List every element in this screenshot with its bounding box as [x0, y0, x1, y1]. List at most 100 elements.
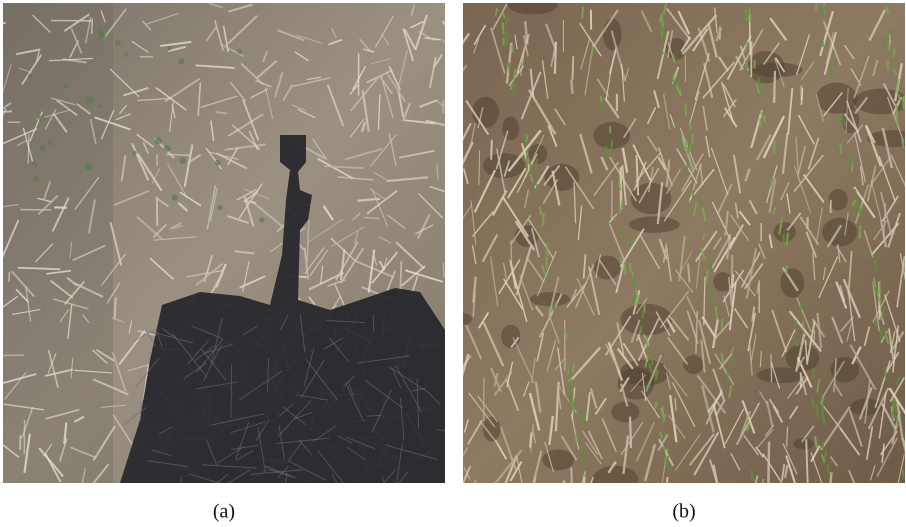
wheat-seedling: [571, 392, 572, 402]
wheat-seedling: [582, 7, 583, 19]
sprout: [98, 104, 102, 108]
sprout: [132, 151, 137, 156]
soil-clod: [592, 466, 638, 494]
straw: [774, 71, 775, 103]
wheat-seedling: [584, 460, 585, 469]
wheat-seedling: [686, 141, 687, 149]
page: (a) (b) (() => { const data = JSON.parse…: [0, 0, 906, 527]
wheat-seedling: [583, 450, 584, 461]
wheat-seedling: [652, 355, 653, 365]
sprout: [63, 83, 69, 89]
soil-clod: [822, 218, 857, 247]
wheat-seedling: [621, 258, 622, 264]
sprout: [179, 157, 186, 164]
wheat-seedling: [660, 21, 661, 31]
soil-clod: [774, 222, 796, 242]
wheat-seedling: [535, 159, 536, 171]
sprout: [172, 195, 178, 201]
wheat-seedling: [511, 83, 512, 89]
straw: [571, 80, 572, 94]
straw: [115, 297, 116, 319]
sprout: [217, 205, 222, 210]
wheat-seedling: [549, 274, 550, 280]
photo-a: [0, 3, 466, 521]
soil-clod: [501, 325, 520, 349]
straw: [0, 239, 3, 253]
straw: [768, 442, 769, 493]
straw: [771, 354, 772, 382]
soil-clod: [629, 216, 680, 232]
soil-clod: [530, 292, 570, 306]
sprout: [33, 176, 39, 182]
wheat-seedling: [509, 63, 510, 74]
wheat-seedling: [899, 94, 900, 102]
sprout: [164, 145, 171, 152]
caption: (a): [213, 501, 235, 523]
straw: [583, 477, 584, 498]
wheat-seedling: [903, 469, 904, 479]
straw: [757, 479, 764, 506]
sprout: [99, 33, 106, 40]
straw: [675, 398, 676, 410]
wheat-seedling: [610, 126, 611, 133]
straw: [491, 140, 492, 160]
sprout: [39, 145, 45, 151]
wheat-seedling: [779, 225, 780, 235]
wheat-seedling: [506, 32, 507, 44]
sprout: [155, 137, 162, 144]
sprout: [167, 47, 171, 51]
wheat-seedling: [722, 319, 723, 330]
straw: [576, 477, 593, 520]
sprout: [178, 58, 184, 64]
wheat-seedling: [543, 213, 544, 227]
wheat-seedling: [875, 318, 876, 326]
sprout: [39, 115, 45, 121]
straw: [630, 417, 631, 448]
wheat-seedling: [894, 48, 895, 57]
straw: [732, 274, 734, 287]
wheat-seedling: [687, 160, 688, 169]
wheat-seedling: [745, 12, 746, 18]
wheat-seedling: [710, 260, 711, 272]
wheat-seedling: [630, 263, 631, 272]
sprout: [115, 39, 121, 45]
wheat-seedling: [655, 402, 656, 409]
photo-b: [445, 0, 906, 525]
soil-clod: [542, 450, 574, 471]
wheat-seedling: [503, 23, 504, 35]
straw: [555, 42, 556, 74]
caption: (b): [672, 501, 695, 523]
wheat-seedling: [701, 200, 702, 208]
straw: [571, 468, 572, 493]
soil-clod: [631, 183, 672, 214]
wheat-seedling: [803, 321, 804, 328]
sprout: [237, 49, 242, 54]
straw: [479, 151, 480, 185]
wheat-seedling: [885, 367, 886, 380]
wheat-seedling: [727, 372, 728, 381]
wheat-seedling: [527, 135, 528, 142]
soil-dark: [3, 3, 113, 483]
straw: [463, 480, 476, 512]
wheat-seedling: [680, 131, 681, 145]
wheat-seedling: [890, 28, 891, 40]
straw: [129, 481, 134, 498]
wheat-seedling: [686, 103, 687, 116]
sprout: [28, 74, 32, 78]
sprout: [215, 160, 221, 166]
sprout: [259, 217, 264, 222]
straw: [572, 56, 573, 80]
wheat-seedling: [752, 470, 753, 481]
sprout: [124, 52, 129, 57]
wheat-seedling: [817, 406, 818, 418]
wheat-seedling: [732, 356, 733, 364]
sprout: [87, 96, 94, 103]
straw: [475, 482, 492, 517]
sprout: [48, 141, 53, 146]
wheat-seedling: [795, 320, 796, 329]
wheat-seedling: [774, 141, 775, 154]
sprout: [85, 163, 93, 171]
straw: [564, 481, 570, 512]
soil-clod: [816, 82, 857, 113]
soil-clod: [502, 117, 519, 141]
